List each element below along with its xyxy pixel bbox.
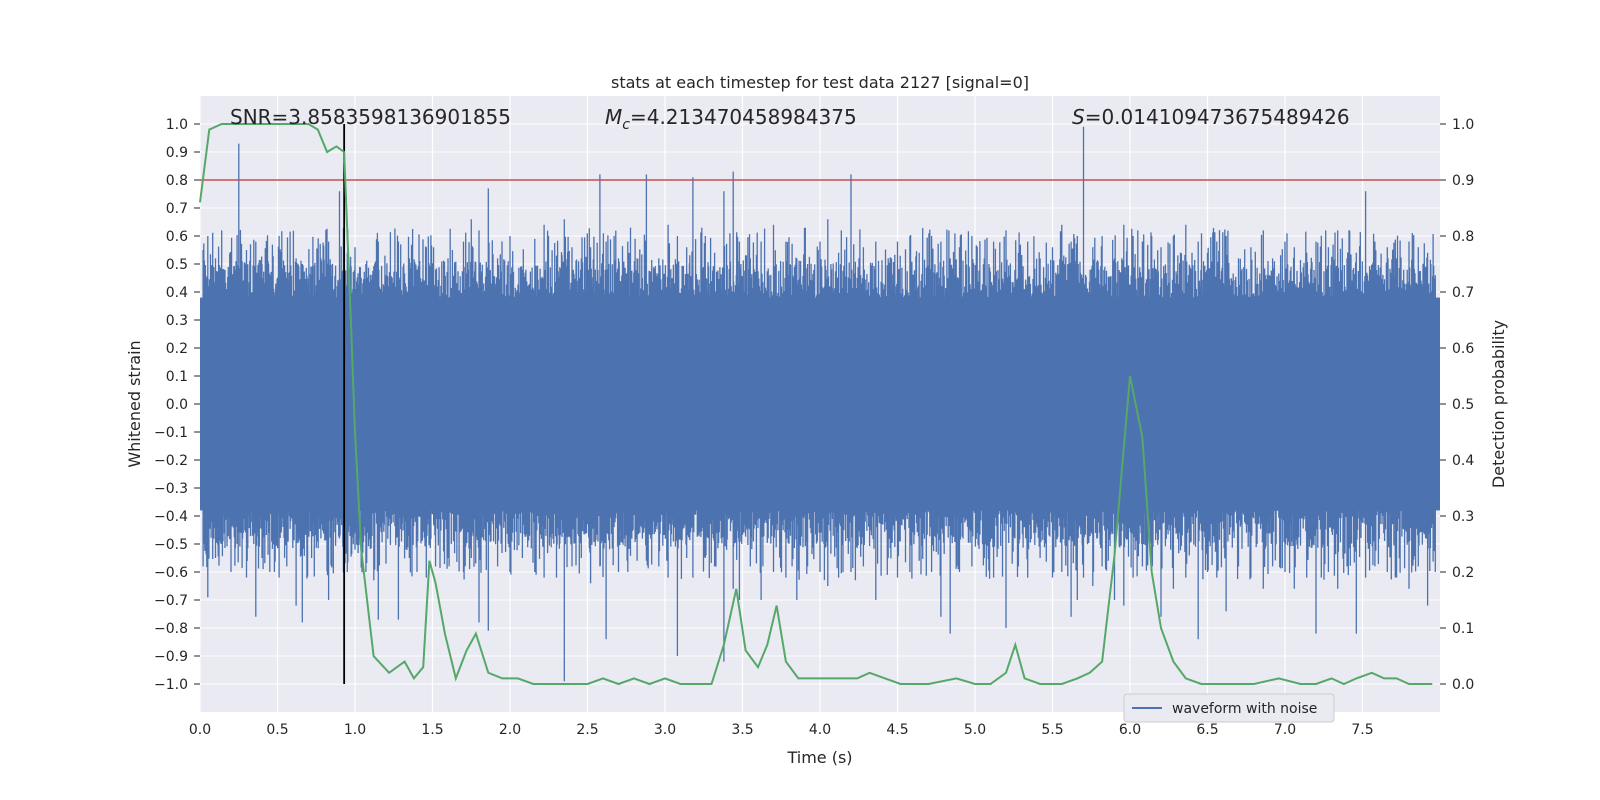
legend-box [1123,693,1335,723]
y-tick-label-15: −0.5 [154,537,188,553]
waveform-series [200,126,1440,682]
y2-tick-label-0: 1.0 [1452,117,1474,133]
y-tick-label-2: 0.8 [166,173,188,189]
s-annotation: S=0.014109473675489426 [1072,105,1350,129]
y2-tick-label-6: 0.4 [1452,453,1474,469]
s-value: =0.014109473675489426 [1085,105,1350,129]
y-tick-label-10: 0.0 [166,397,188,413]
legend: waveform with noise [1123,693,1335,723]
x-tick-label-7: 3.5 [731,722,753,738]
waveform-spikes [202,126,1436,682]
x-tick-label-6: 3.0 [654,722,676,738]
x-tick-label-12: 6.0 [1119,722,1141,738]
x-tick-label-0: 0.0 [189,722,211,738]
y-tick-label-0: 1.0 [166,117,188,133]
y2-tick-label-3: 0.7 [1452,285,1474,301]
y-tick-label-20: −1.0 [154,677,188,693]
y2-axis-label: Detection probability [1489,320,1508,488]
y-tick-label-1: 0.9 [166,145,188,161]
y-tick-label-6: 0.4 [166,285,188,301]
x-tick-label-2: 1.0 [344,722,366,738]
y2-tick-label-7: 0.3 [1452,509,1474,525]
snr-annotation: SNR=3.8583598136901855 [230,105,511,129]
y2-tick-label-5: 0.5 [1452,397,1474,413]
y2-tick-label-4: 0.6 [1452,341,1474,357]
y-tick-label-13: −0.3 [154,481,188,497]
y-tick-label-17: −0.7 [154,593,188,609]
mc-subscript: c [622,117,630,133]
x-axis-label: Time (s) [786,748,852,767]
y-tick-label-16: −0.6 [154,565,188,581]
x-tick-label-1: 0.5 [266,722,288,738]
y-tick-label-5: 0.5 [166,257,188,273]
y-tick-label-4: 0.6 [166,229,188,245]
y2-tick-label-9: 0.1 [1452,621,1474,637]
legend-label-waveform: waveform with noise [1172,701,1317,717]
y2-tick-label-10: 0.0 [1452,677,1474,693]
probability-series-line [199,123,1433,686]
x-tick-label-14: 7.0 [1274,722,1296,738]
x-tick-label-11: 5.5 [1041,722,1063,738]
x-tick-label-8: 4.0 [809,722,831,738]
mc-value: =4.213470458984375 [630,105,857,129]
y-axis-label: Whitened strain [125,340,144,467]
y-tick-label-9: 0.1 [166,369,188,385]
y-tick-label-8: 0.2 [166,341,188,357]
y-tick-label-14: −0.4 [154,509,188,525]
x-tick-label-10: 5.0 [964,722,986,738]
x-tick-label-3: 1.5 [421,722,443,738]
x-tick-label-4: 2.0 [499,722,521,738]
y2-tick-label-8: 0.2 [1452,565,1474,581]
x-axis-ticks: 0.0 0.5 1.0 1.5 2.0 2.5 3.0 3.5 4.0 4.5 5.0 5.5 6.0 6… [189,722,1374,738]
y2-tick-label-1: 0.9 [1452,173,1474,189]
y2-tick-label-2: 0.8 [1452,229,1474,245]
mc-symbol: M [605,105,622,129]
y-tick-label-19: −0.9 [154,649,188,665]
mc-annotation: Mc=4.213470458984375 [605,105,857,133]
x-tick-label-15: 7.5 [1351,722,1373,738]
chart-title: stats at each timestep for test data 212… [611,73,1029,92]
y2-axis-ticks: 1.0 0.9 0.8 0.7 0.6 0.5 0.4 0.3 0.2 0.1 0.0 [1440,117,1474,693]
y-axis-ticks: 1.0 0.9 0.8 0.7 0.6 0.5 0.4 0.3 0.2 0.1 0.0 −0.1 −0.… [154,117,200,693]
x-tick-label-13: 6.5 [1196,722,1218,738]
x-tick-label-5: 2.5 [576,722,598,738]
y-tick-label-12: −0.2 [154,453,188,469]
y-tick-label-3: 0.7 [166,201,188,217]
y-tick-label-18: −0.8 [154,621,188,637]
y-tick-label-11: −0.1 [154,425,188,441]
s-symbol: S [1072,105,1085,129]
y-tick-label-7: 0.3 [166,313,188,329]
x-tick-label-9: 4.5 [886,722,908,738]
